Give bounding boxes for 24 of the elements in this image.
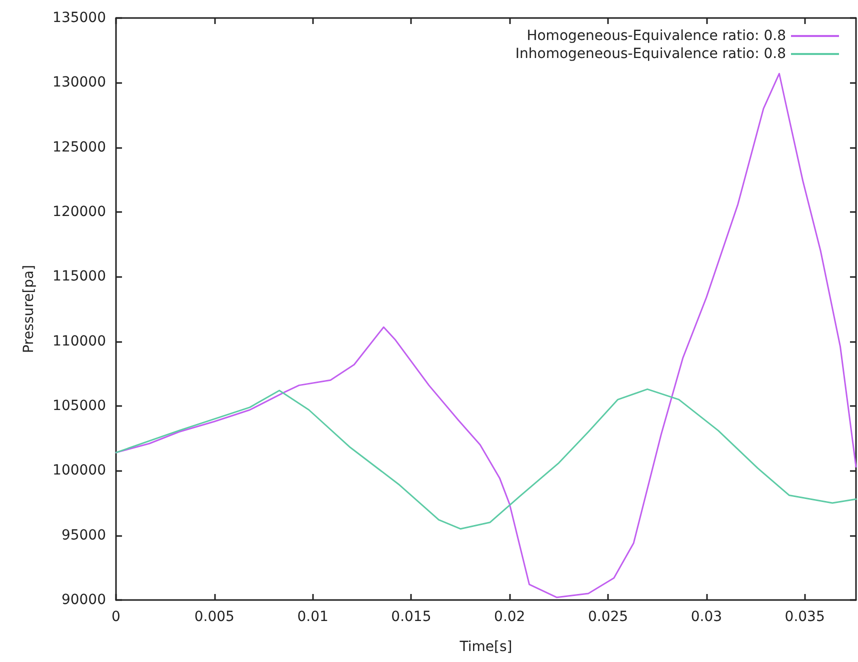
- x-axis-title: Time[s]: [458, 639, 512, 655]
- x-tick-label: 0.01: [297, 609, 328, 625]
- x-tick-label: 0.005: [194, 609, 234, 625]
- y-tick-label: 120000: [52, 204, 106, 220]
- x-tick-label: 0.025: [588, 609, 628, 625]
- x-tick-label: 0: [112, 609, 120, 625]
- y-tick-label: 90000: [61, 592, 106, 608]
- x-tick-label: 0.015: [391, 609, 432, 625]
- y-tick-label: 110000: [52, 333, 106, 350]
- x-tick-label: 0.03: [690, 609, 722, 625]
- y-tick-label: 95000: [61, 527, 106, 544]
- y-axis-title: Pressure[pa]: [21, 264, 37, 354]
- legend-label: Inhomogeneous-Equivalence ratio: 0.8: [515, 46, 786, 62]
- y-tick-label: 100000: [52, 462, 106, 479]
- y-tick-label: 125000: [52, 139, 106, 156]
- line-series: [115, 72, 857, 598]
- legend-label: Homogeneous-Equivalence ratio: 0.8: [526, 28, 786, 44]
- line-series: [115, 388, 857, 530]
- y-tick-label: 130000: [52, 74, 106, 91]
- y-tick-label: 105000: [52, 398, 106, 414]
- x-tick-label: 0.035: [784, 609, 825, 625]
- y-tick-label: 135000: [52, 10, 106, 26]
- y-tick-label: 115000: [52, 268, 106, 285]
- x-tick-label: 0.02: [494, 609, 526, 625]
